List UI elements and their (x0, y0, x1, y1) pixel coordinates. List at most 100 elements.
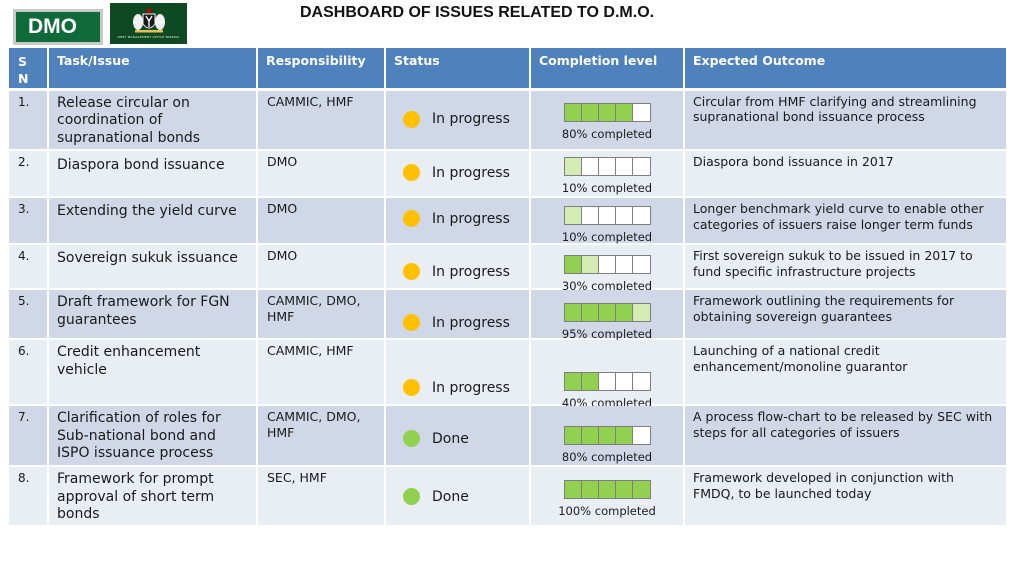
row-number: 7. (9, 405, 49, 467)
progress-segment (581, 427, 599, 444)
progress-segment (615, 103, 633, 121)
status-label: In progress (432, 164, 510, 181)
status-indicator: In progress (403, 110, 510, 128)
status-label: Done (432, 488, 469, 505)
completion-cell: 80% completed (530, 89, 685, 151)
progress-segment (564, 158, 582, 175)
progress-segment (598, 304, 616, 321)
completion-label: 100% completed (558, 504, 656, 518)
status-label: In progress (432, 314, 510, 331)
status-indicator: In progress (403, 314, 510, 331)
progress-segment (632, 427, 650, 444)
dmo-badge: DMO (13, 9, 103, 45)
status-dot-icon (403, 110, 420, 128)
outcome-cell: First sovereign sukuk to be issued in 20… (684, 244, 1008, 290)
status-label: In progress (432, 379, 510, 396)
task-cell: Release circular on coordination of supr… (48, 89, 258, 151)
status-dot-icon (403, 263, 420, 280)
status-label: In progress (432, 111, 510, 127)
progress-segment (632, 256, 650, 273)
progress-segment (581, 304, 599, 321)
col-header-status: Status (385, 48, 531, 91)
status-cell: In progress (385, 197, 531, 245)
progress-segment (581, 481, 599, 498)
table-row: 5. Draft framework for FGN guarantees CA… (9, 289, 1008, 341)
progress-segment (598, 207, 616, 224)
outcome-cell: Longer benchmark yield curve to enable o… (684, 197, 1008, 245)
responsibility-cell: CAMMIC, DMO, HMF (257, 405, 386, 467)
progress-segment (564, 103, 582, 121)
progress-segment (598, 373, 616, 390)
progress-segment (564, 256, 582, 273)
table-header-row: S N Task/Issue Responsibility Status Com… (9, 48, 1008, 91)
progress-boxes (563, 206, 651, 225)
status-dot-icon (403, 488, 420, 505)
row-number: 5. (9, 289, 49, 340)
progress-segment (632, 373, 650, 390)
col-header-task: Task/Issue (48, 48, 258, 91)
completion-cell: 80% completed (530, 405, 685, 467)
progress-segment (598, 427, 616, 444)
progress-segment (598, 481, 616, 498)
status-dot-icon (403, 164, 420, 181)
progress-segment (632, 103, 650, 121)
progress-segment (581, 103, 599, 121)
status-indicator: In progress (403, 379, 510, 396)
table-row: 2. Diaspora bond issuance DMO In progres… (9, 150, 1008, 198)
task-cell: Extending the yield curve (48, 197, 258, 245)
progress-segment (581, 158, 599, 175)
responsibility-cell: SEC, HMF (257, 466, 386, 527)
page-title: DASHBOARD OF ISSUES RELATED TO D.M.O. (300, 4, 655, 21)
progress-segment (581, 373, 599, 390)
progress-boxes (563, 480, 651, 499)
completion-cell: 10% completed (530, 197, 685, 245)
table-row: 4. Sovereign sukuk issuance DMO In progr… (9, 244, 1008, 293)
coat-of-arms-icon (132, 8, 165, 33)
status-cell: Done (385, 405, 531, 467)
progress-segment (581, 256, 599, 273)
progress-segment (632, 207, 650, 224)
progress-segment (564, 427, 582, 444)
task-cell: Credit enhancement vehicle (48, 339, 258, 406)
outcome-cell: Launching of a national credit enhanceme… (684, 339, 1008, 406)
progress-segment (632, 304, 650, 321)
issues-table: S N Task/Issue Responsibility Status Com… (9, 48, 1008, 527)
progress-segment (564, 481, 582, 498)
progress-boxes (563, 102, 651, 122)
completion-label: 10% completed (561, 181, 653, 195)
status-indicator: Done (403, 488, 469, 505)
completion-cell: 100% completed (530, 466, 685, 527)
progress-boxes (563, 303, 651, 322)
responsibility-cell: CAMMIC, HMF (257, 89, 386, 151)
progress-segment (632, 481, 650, 498)
logo-text: DEBT MANAGEMENT OFFICE NIGERIA (117, 35, 180, 39)
responsibility-cell: DMO (257, 150, 386, 198)
status-label: Done (432, 430, 469, 447)
task-cell: Diaspora bond issuance (48, 150, 258, 198)
task-cell: Framework for prompt approval of short t… (48, 466, 258, 527)
col-header-sn: S N (9, 48, 49, 91)
status-dot-icon (403, 210, 420, 227)
progress-segment (581, 207, 599, 224)
status-cell: In progress (385, 150, 531, 198)
table-row: 6. Credit enhancement vehicle CAMMIC, HM… (9, 339, 1008, 410)
dmo-logo: DEBT MANAGEMENT OFFICE NIGERIA (110, 3, 187, 44)
status-cell: In progress (385, 244, 531, 290)
completion-label: 95% completed (561, 327, 653, 341)
progress-segment (564, 304, 582, 321)
col-header-responsibility: Responsibility (257, 48, 386, 91)
completion-label: 80% completed (561, 126, 653, 141)
completion-cell: 95% completed (530, 289, 685, 341)
progress-boxes (563, 255, 651, 274)
row-number: 2. (9, 150, 49, 198)
progress-segment (615, 481, 633, 498)
status-indicator: In progress (403, 210, 510, 227)
status-dot-icon (403, 430, 420, 447)
row-number: 8. (9, 466, 49, 527)
outcome-cell: A process flow-chart to be released by S… (684, 405, 1008, 467)
task-cell: Sovereign sukuk issuance (48, 244, 258, 290)
progress-segment (615, 207, 633, 224)
task-cell: Clarification of roles for Sub-national … (48, 405, 258, 467)
status-cell: In progress (385, 339, 531, 406)
completion-cell: 30% completed (530, 244, 685, 293)
